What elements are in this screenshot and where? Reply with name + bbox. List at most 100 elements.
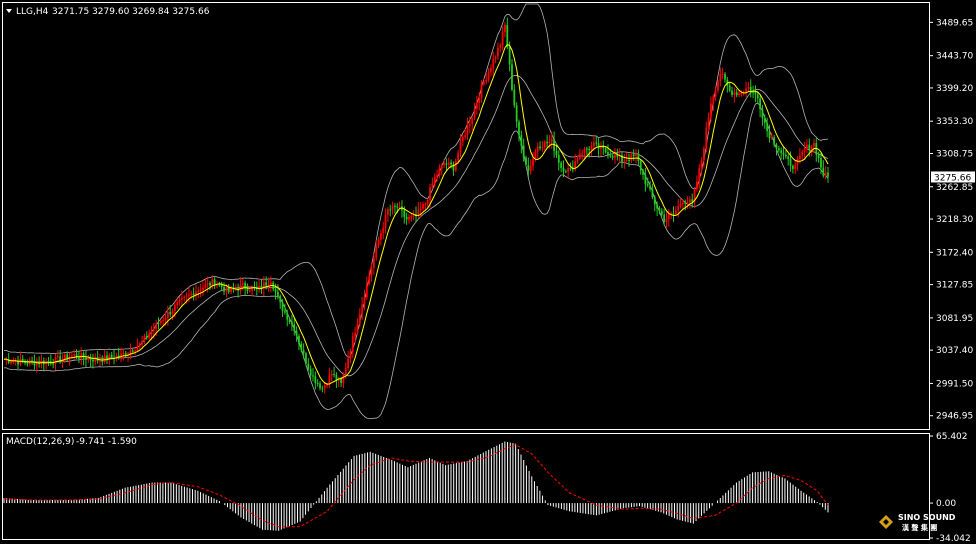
candle[interactable] [562, 160, 565, 178]
candle[interactable] [213, 276, 216, 289]
candle[interactable] [529, 159, 532, 175]
candle[interactable] [766, 117, 769, 138]
candle[interactable] [452, 161, 455, 176]
candle[interactable] [323, 381, 326, 394]
candle[interactable] [546, 134, 548, 148]
candle[interactable] [267, 277, 270, 292]
candle[interactable] [269, 276, 272, 293]
candle[interactable] [410, 213, 413, 222]
candle[interactable] [422, 201, 424, 212]
candle[interactable] [642, 168, 644, 180]
candle[interactable] [342, 372, 345, 389]
candle[interactable] [192, 287, 195, 301]
candle[interactable] [728, 82, 731, 93]
candle[interactable] [440, 163, 443, 176]
candle[interactable] [759, 95, 762, 118]
candle[interactable] [143, 333, 146, 344]
candle[interactable] [679, 197, 682, 209]
candle[interactable] [35, 357, 38, 373]
candle[interactable] [787, 153, 790, 166]
candle[interactable] [384, 208, 387, 234]
candle[interactable] [784, 150, 787, 159]
candle[interactable] [370, 263, 373, 282]
candle[interactable] [499, 42, 502, 53]
candle[interactable] [581, 149, 584, 160]
candle[interactable] [356, 318, 359, 336]
candle[interactable] [52, 358, 55, 369]
candle[interactable] [239, 277, 242, 295]
candle[interactable] [621, 152, 623, 169]
candle[interactable] [450, 159, 453, 169]
candle[interactable] [244, 280, 247, 296]
candle[interactable] [145, 331, 148, 340]
candle[interactable] [234, 284, 237, 292]
candle[interactable] [117, 348, 120, 360]
candle[interactable] [707, 112, 710, 132]
candle[interactable] [780, 147, 783, 160]
candle[interactable] [578, 148, 581, 161]
candle[interactable] [698, 164, 701, 189]
candle[interactable] [433, 173, 436, 188]
candle[interactable] [305, 351, 307, 367]
candle[interactable] [560, 161, 563, 173]
candle[interactable] [103, 349, 106, 365]
candle[interactable] [73, 349, 76, 361]
candle[interactable] [288, 317, 291, 325]
candle[interactable] [124, 350, 127, 358]
candle[interactable] [394, 203, 396, 214]
candle[interactable] [281, 299, 284, 318]
candle[interactable] [527, 157, 530, 178]
candle[interactable] [225, 284, 228, 298]
candle[interactable] [597, 137, 600, 157]
candle[interactable] [567, 162, 570, 179]
candle[interactable] [314, 371, 317, 390]
candle[interactable] [550, 131, 553, 149]
candles[interactable] [5, 17, 829, 394]
candle[interactable] [564, 169, 567, 174]
candle[interactable] [127, 351, 129, 362]
candle[interactable] [230, 285, 232, 295]
candle[interactable] [389, 204, 392, 217]
candle[interactable] [454, 158, 457, 172]
candle[interactable] [515, 102, 518, 128]
candle[interactable] [770, 132, 773, 141]
candle[interactable] [468, 116, 471, 134]
candle[interactable] [183, 295, 186, 302]
candle[interactable] [651, 183, 654, 200]
candle[interactable] [375, 240, 378, 261]
candle[interactable] [775, 142, 778, 156]
candle[interactable] [674, 205, 677, 216]
candle[interactable] [763, 114, 766, 129]
candle[interactable] [106, 351, 108, 364]
candle[interactable] [293, 317, 296, 336]
candle[interactable] [665, 212, 668, 229]
candle[interactable] [487, 68, 490, 83]
candle[interactable] [768, 124, 771, 143]
candle[interactable] [457, 149, 460, 165]
candle[interactable] [358, 308, 361, 328]
candle[interactable] [471, 116, 474, 131]
candle[interactable] [24, 359, 26, 366]
candle[interactable] [408, 213, 410, 224]
candle[interactable] [204, 279, 207, 290]
candle[interactable] [745, 81, 747, 98]
candle[interactable] [555, 144, 558, 159]
candle[interactable] [377, 236, 380, 249]
candle[interactable] [501, 26, 504, 51]
candle[interactable] [820, 152, 822, 175]
candle[interactable] [286, 309, 289, 327]
candle[interactable] [803, 141, 806, 160]
candle[interactable] [262, 276, 265, 296]
candle[interactable] [85, 350, 87, 368]
candle[interactable] [630, 151, 633, 163]
candle[interactable] [330, 369, 333, 382]
candle[interactable] [302, 343, 305, 360]
candle[interactable] [157, 317, 160, 330]
candle[interactable] [824, 165, 827, 180]
candle[interactable] [478, 91, 481, 111]
candle[interactable] [220, 281, 223, 291]
candle[interactable] [206, 276, 209, 293]
candle[interactable] [426, 198, 429, 209]
candle[interactable] [635, 149, 637, 164]
candle[interactable] [475, 95, 478, 115]
